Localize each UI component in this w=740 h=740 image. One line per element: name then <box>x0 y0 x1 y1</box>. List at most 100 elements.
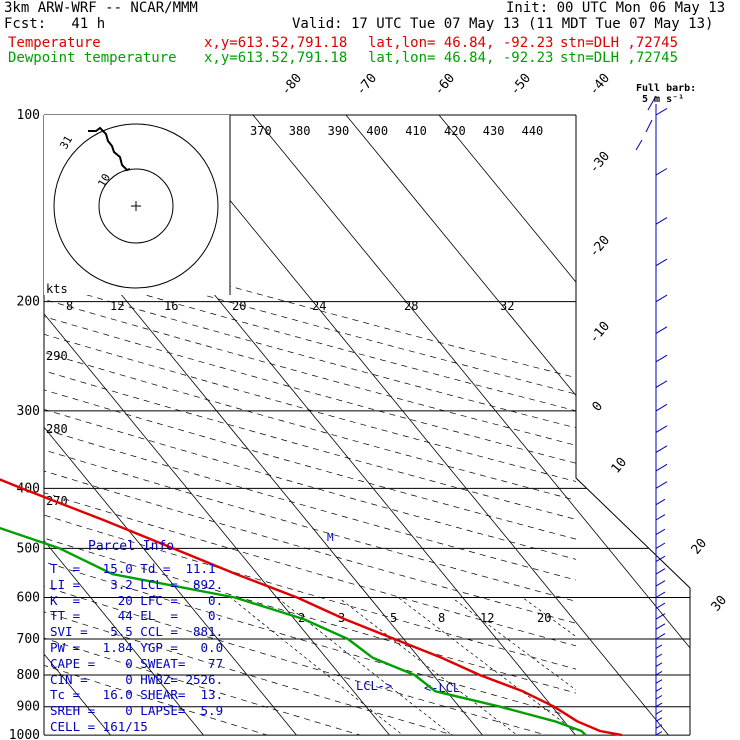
parcel-info-row: PW = 1.84 YGP = 0.0 <box>50 640 224 655</box>
hodograph-trace <box>88 126 131 172</box>
parcel-info-row: TT = 44 EL = 0. <box>50 608 224 624</box>
mixing-ratio-line <box>398 597 576 733</box>
pressure-tick-label: 300 <box>17 404 40 419</box>
init-time: Init: 00 UTC Mon 06 May 13 <box>506 0 726 16</box>
wind-barb <box>655 580 666 587</box>
dry-adiabat-line <box>44 449 576 602</box>
hodograph-speed-label: 8 <box>66 299 73 313</box>
isotherm-line <box>334 115 690 735</box>
pressure-tick-label: 700 <box>17 632 40 647</box>
dewpoint-legend: Dewpoint temperature <box>8 50 177 66</box>
wind-barb <box>655 670 663 676</box>
pressure-tick-label: 600 <box>17 591 40 606</box>
wind-barb <box>655 107 668 116</box>
wind-barb-upper <box>635 95 657 151</box>
isotherm-label: -30 <box>587 149 614 177</box>
wind-barb <box>655 568 666 575</box>
mixing-ratio-label: 5 <box>390 611 397 625</box>
mixing-ratio-label: 20 <box>537 611 551 625</box>
dry-adiabat-label: 290 <box>46 349 68 363</box>
pressure-tick-label: 200 <box>17 295 40 310</box>
isotherm-line <box>241 115 690 735</box>
wind-legend-title: Full barb: <box>636 83 697 94</box>
dry-adiabat-line <box>44 249 576 395</box>
hodograph-center <box>131 201 141 211</box>
wind-barb <box>655 463 668 472</box>
el-marker: M <box>327 531 334 544</box>
dry-adiabat-line <box>44 316 576 464</box>
hodograph-ring-inner <box>98 168 174 244</box>
wind-barb <box>655 354 668 363</box>
parcel-info-row: Tc = 16.0 SHEAR= 13. <box>50 687 224 703</box>
isotherm-line <box>44 115 308 735</box>
isotherm-label: -60 <box>432 71 459 99</box>
dry-adiabat-line <box>44 561 576 719</box>
right-frame-line <box>575 115 691 735</box>
dry-adiabat-label: 280 <box>46 422 68 436</box>
parcel-info-row: CAPE = 0 SWEAT= 77 <box>50 655 224 671</box>
wind-barb <box>655 425 668 433</box>
dewpoint-trace <box>0 526 587 736</box>
wind-barb <box>655 542 666 549</box>
wind-barb <box>655 258 668 267</box>
isotherm-label: -20 <box>587 233 614 261</box>
wind-barb <box>655 644 663 649</box>
wind-barb <box>655 168 668 176</box>
temp-latlon: lat,lon= 46.84, -92.23 <box>368 35 554 51</box>
wind-barb <box>655 687 663 692</box>
ccl-lcl-marker: LCL-> <box>356 679 392 693</box>
isotherm-label: -70 <box>354 71 381 99</box>
wind-barb <box>655 380 668 388</box>
hodograph-background <box>44 115 230 295</box>
dry-adiabat-line <box>44 299 576 446</box>
temperature-legend: Temperature <box>8 35 101 51</box>
hodograph-speed-label: 12 <box>110 299 124 313</box>
pressure-tick-label: 900 <box>17 700 40 715</box>
wind-barb <box>655 623 666 630</box>
wind-barb <box>655 217 668 225</box>
theta-label: 370 <box>250 124 272 138</box>
parcel-info-row: SVI = 5.5 CCL = 881. <box>50 624 224 640</box>
wind-barb <box>655 679 663 684</box>
hodograph-unit: kts <box>46 282 68 296</box>
dew-latlon: lat,lon= 46.84, -92.23 <box>368 50 554 66</box>
theta-label: 390 <box>328 124 350 138</box>
wind-barb <box>655 445 668 453</box>
theta-label: 420 <box>444 124 466 138</box>
dry-adiabat-line <box>44 611 455 735</box>
mixing-ratio-line <box>230 597 404 735</box>
isotherm-label: 20 <box>689 536 711 558</box>
isotherm-line <box>427 115 690 735</box>
mixing-ratio-label: 8 <box>438 611 445 625</box>
isotherm-line <box>44 115 215 735</box>
hodograph-speed-label: 28 <box>404 299 418 313</box>
temperature-trace <box>0 478 623 737</box>
dew-xy: x,y=613.52,791.18 <box>204 50 348 66</box>
theta-label: 430 <box>483 124 505 138</box>
parcel-info-panel: Parcel Info T = 15.0 Td = 11.1 LI = 3.2 L… <box>44 537 228 734</box>
isotherm-label: 10 <box>609 455 631 477</box>
wind-barb <box>655 633 666 640</box>
pressure-tick-label: 100 <box>17 108 40 123</box>
wind-barb <box>655 403 668 412</box>
hodograph-ring-label: 31 <box>57 134 75 152</box>
wind-barb <box>655 498 666 506</box>
isotherm-label: 0 <box>590 399 607 415</box>
parcel-info-row: T = 15.0 Td = 11.1 <box>50 561 216 576</box>
parcel-info-row: K = 20 LFC = 0. <box>50 592 224 608</box>
dew-station: stn=DLH ,72745 <box>560 50 679 66</box>
hodograph-speed-label: 16 <box>164 299 178 313</box>
wind-barb <box>655 294 668 303</box>
mixing-ratio-line <box>451 597 576 691</box>
theta-label: 440 <box>522 124 544 138</box>
valid-time: Valid: 17 UTC Tue 07 May 13 (11 MDT Tue … <box>292 16 714 32</box>
temp-station: stn=DLH ,72745 <box>560 35 679 51</box>
hodograph-speed-label: 20 <box>232 299 246 313</box>
wind-barb <box>655 613 666 620</box>
wind-barb <box>655 702 663 708</box>
wind-legend-unit: 5 m s⁻¹ <box>642 94 685 105</box>
wind-barb <box>655 653 663 659</box>
theta-label: 400 <box>366 124 388 138</box>
theta-label: 410 <box>405 124 427 138</box>
